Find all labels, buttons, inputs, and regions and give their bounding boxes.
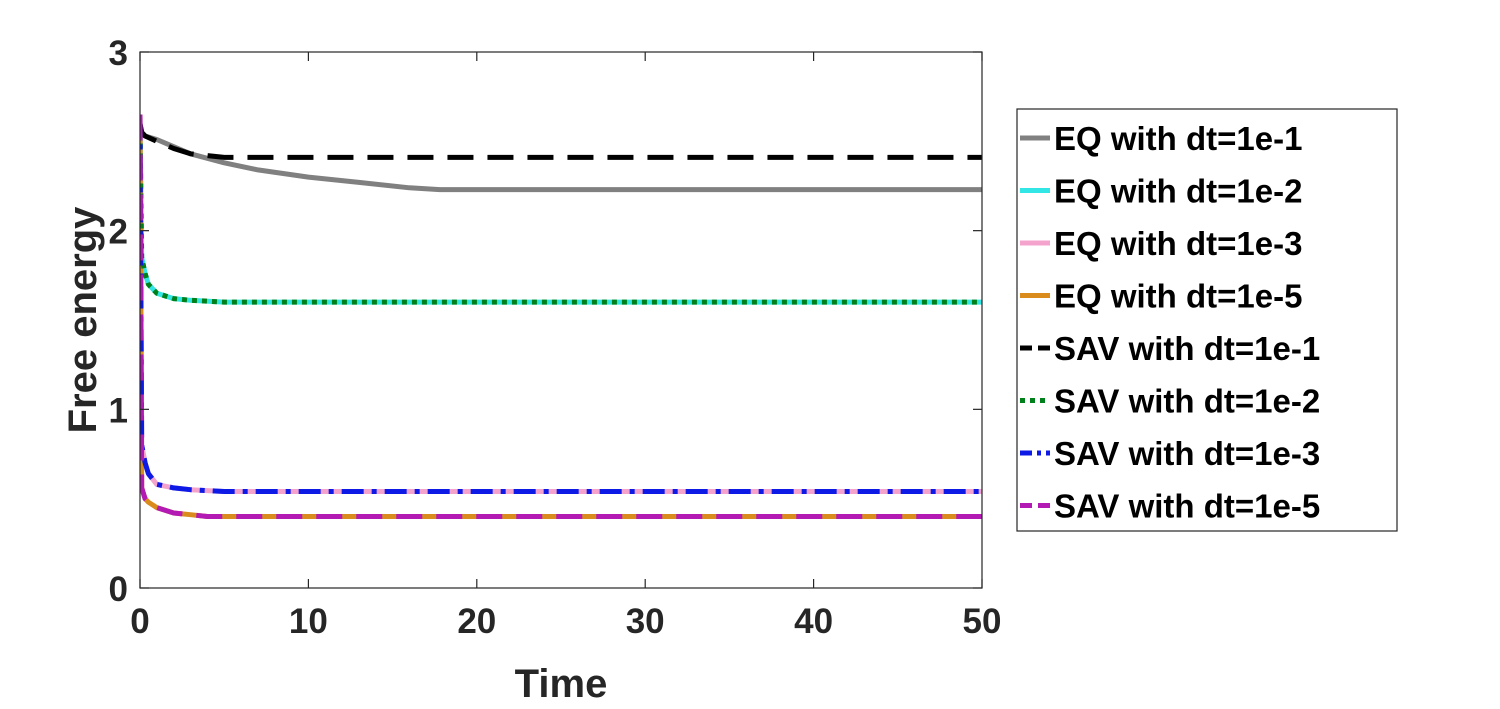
- legend-label-3: EQ with dt=1e-3: [1054, 225, 1302, 262]
- x-tick-label: 10: [289, 602, 328, 641]
- legend-label-2: EQ with dt=1e-2: [1054, 173, 1302, 210]
- series-line-7: [140, 114, 982, 494]
- x-tick-label: 20: [457, 602, 496, 641]
- y-tick-label: 1: [109, 391, 128, 430]
- legend-label-5: SAV with dt=1e-1: [1054, 330, 1320, 367]
- axis-ticks: 0 10 20 30 40 50 0 1 2 3: [109, 34, 1002, 641]
- x-tick-label: 0: [130, 602, 149, 641]
- series-layer: [140, 114, 982, 519]
- y-tick-label: 2: [109, 213, 128, 252]
- series-line-4: [140, 114, 982, 519]
- x-tick-label: 50: [963, 602, 1002, 641]
- legend-label-7: SAV with dt=1e-3: [1054, 435, 1320, 472]
- series-line-6: [140, 123, 982, 305]
- y-axis-label: Free energy: [61, 206, 105, 434]
- x-axis-label: Time: [515, 662, 608, 706]
- legend-box: [1016, 108, 1398, 532]
- series-line-8: [140, 114, 982, 519]
- legend-label-1: EQ with dt=1e-1: [1054, 120, 1302, 157]
- legend: EQ with dt=1e-1 EQ with dt=1e-2 EQ with dt…: [1016, 108, 1398, 532]
- legend-label-8: SAV with dt=1e-5: [1054, 488, 1320, 525]
- series-line-5: [140, 123, 982, 160]
- legend-label-4: EQ with dt=1e-5: [1054, 278, 1302, 315]
- legend-label-6: SAV with dt=1e-2: [1054, 383, 1320, 420]
- plot-area-frame: [139, 51, 983, 589]
- y-tick-label: 3: [109, 34, 128, 73]
- series-line-2: [140, 123, 982, 305]
- y-tick-label: 0: [109, 570, 128, 609]
- x-tick-label: 40: [794, 602, 833, 641]
- x-tick-label: 30: [626, 602, 665, 641]
